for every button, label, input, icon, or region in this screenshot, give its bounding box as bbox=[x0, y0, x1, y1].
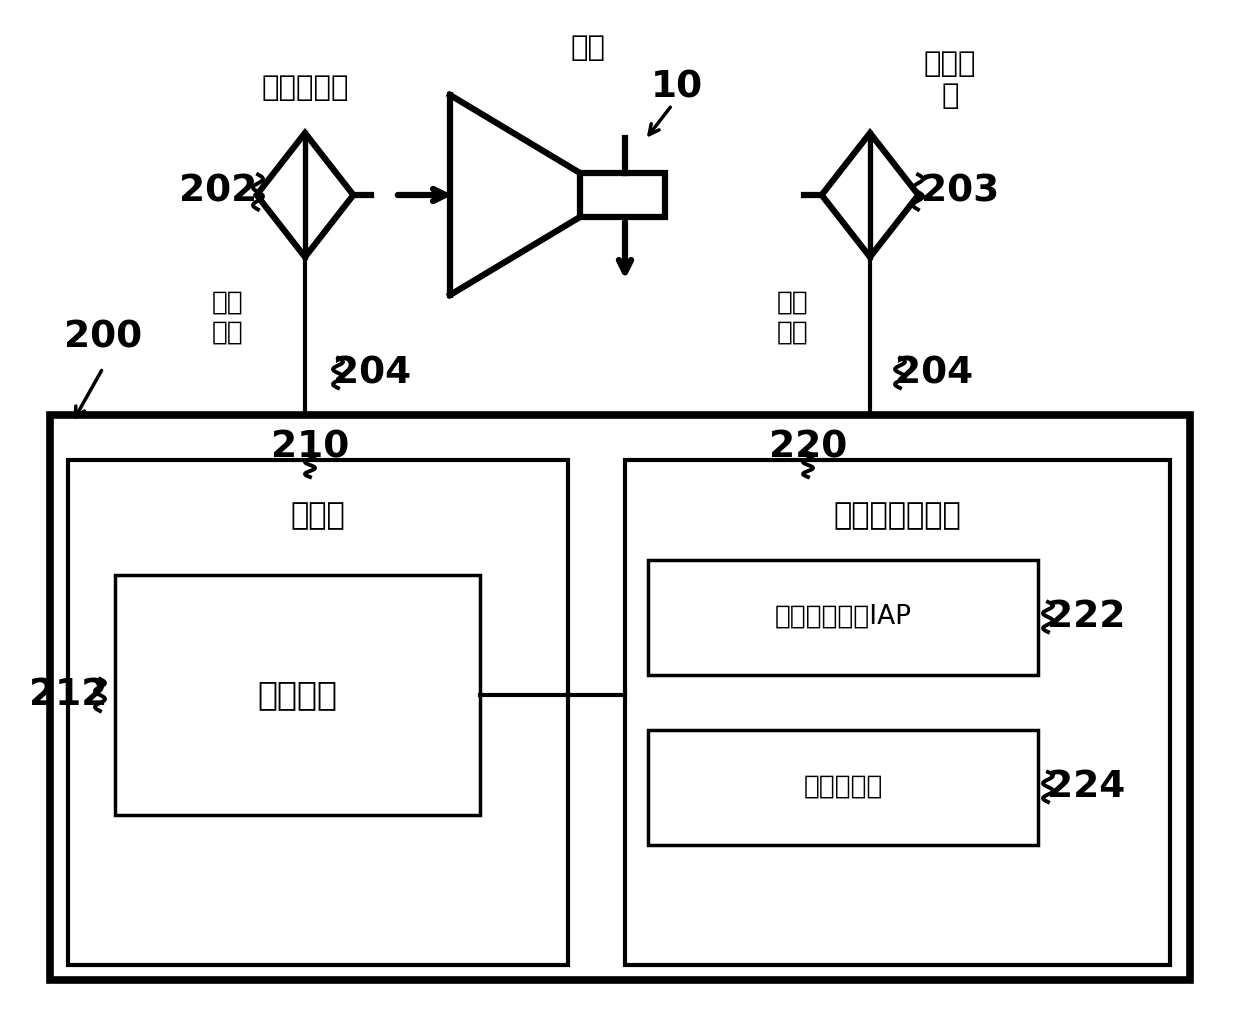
Bar bbox=[50, 415, 1190, 980]
Text: 涡轮: 涡轮 bbox=[570, 34, 605, 62]
Text: 202: 202 bbox=[179, 174, 257, 210]
Bar bbox=[68, 460, 568, 965]
Text: 10: 10 bbox=[651, 70, 703, 106]
Bar bbox=[115, 575, 480, 815]
Text: 复数滤波器: 复数滤波器 bbox=[804, 774, 883, 800]
Text: 通信
链路: 通信 链路 bbox=[777, 290, 808, 346]
Text: 控制模块: 控制模块 bbox=[257, 679, 337, 711]
Text: 轴编码
器: 轴编码 器 bbox=[924, 49, 976, 110]
Text: 224: 224 bbox=[1047, 769, 1125, 805]
Text: 222: 222 bbox=[1047, 599, 1125, 635]
Text: 204: 204 bbox=[895, 355, 973, 391]
Text: 204: 204 bbox=[332, 355, 412, 391]
Text: 212: 212 bbox=[29, 677, 107, 713]
Text: 210: 210 bbox=[270, 429, 350, 465]
Text: 203: 203 bbox=[921, 174, 999, 210]
Text: 200: 200 bbox=[64, 320, 143, 356]
Text: 处理器: 处理器 bbox=[290, 502, 346, 530]
Bar bbox=[649, 730, 1038, 845]
Text: 接近传感器: 接近传感器 bbox=[262, 74, 348, 102]
Bar bbox=[649, 560, 1038, 675]
Text: 通信
链路: 通信 链路 bbox=[212, 290, 244, 346]
Text: 计算机可读介质: 计算机可读介质 bbox=[833, 502, 961, 530]
Bar bbox=[625, 460, 1171, 965]
Bar bbox=[580, 173, 665, 217]
Text: 220: 220 bbox=[769, 429, 847, 465]
Text: 接近信号和轴IAP: 接近信号和轴IAP bbox=[775, 604, 911, 630]
